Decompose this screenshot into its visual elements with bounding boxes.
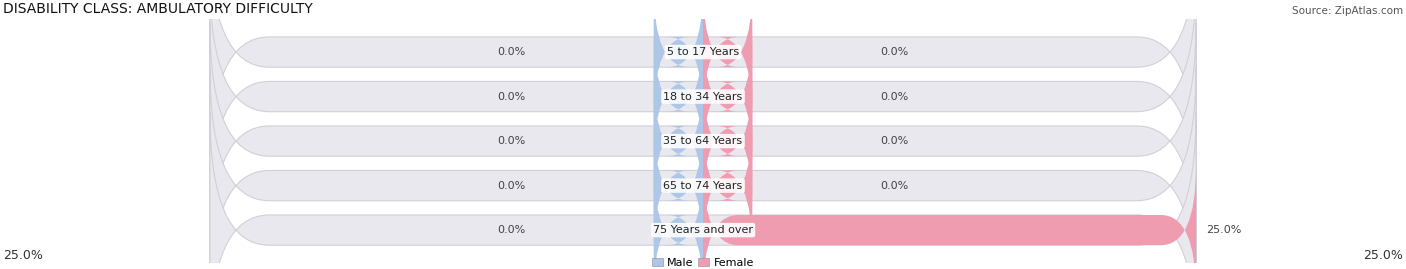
Text: 0.0%: 0.0% [880,136,908,146]
FancyBboxPatch shape [654,0,703,117]
Text: 0.0%: 0.0% [880,180,908,191]
FancyBboxPatch shape [209,0,1197,215]
FancyBboxPatch shape [654,31,703,162]
Text: 25.0%: 25.0% [1206,225,1241,235]
FancyBboxPatch shape [703,76,752,206]
Text: 5 to 17 Years: 5 to 17 Years [666,47,740,57]
Text: 0.0%: 0.0% [498,91,526,102]
FancyBboxPatch shape [209,67,1197,269]
Text: 0.0%: 0.0% [498,47,526,57]
FancyBboxPatch shape [209,23,1197,260]
Text: DISABILITY CLASS: AMBULATORY DIFFICULTY: DISABILITY CLASS: AMBULATORY DIFFICULTY [3,2,312,16]
Text: 25.0%: 25.0% [1364,249,1403,262]
Text: 0.0%: 0.0% [498,136,526,146]
FancyBboxPatch shape [209,0,1197,171]
FancyBboxPatch shape [654,165,703,269]
FancyBboxPatch shape [703,0,752,117]
FancyBboxPatch shape [703,165,1197,269]
Text: 0.0%: 0.0% [880,47,908,57]
FancyBboxPatch shape [654,76,703,206]
Text: 18 to 34 Years: 18 to 34 Years [664,91,742,102]
Text: Source: ZipAtlas.com: Source: ZipAtlas.com [1292,6,1403,16]
FancyBboxPatch shape [703,121,752,251]
Text: 75 Years and over: 75 Years and over [652,225,754,235]
Text: 0.0%: 0.0% [880,91,908,102]
Text: 0.0%: 0.0% [498,225,526,235]
Legend: Male, Female: Male, Female [652,258,754,268]
Text: 65 to 74 Years: 65 to 74 Years [664,180,742,191]
Text: 25.0%: 25.0% [3,249,42,262]
Text: 35 to 64 Years: 35 to 64 Years [664,136,742,146]
Text: 0.0%: 0.0% [498,180,526,191]
FancyBboxPatch shape [209,112,1197,269]
FancyBboxPatch shape [654,121,703,251]
FancyBboxPatch shape [703,31,752,162]
